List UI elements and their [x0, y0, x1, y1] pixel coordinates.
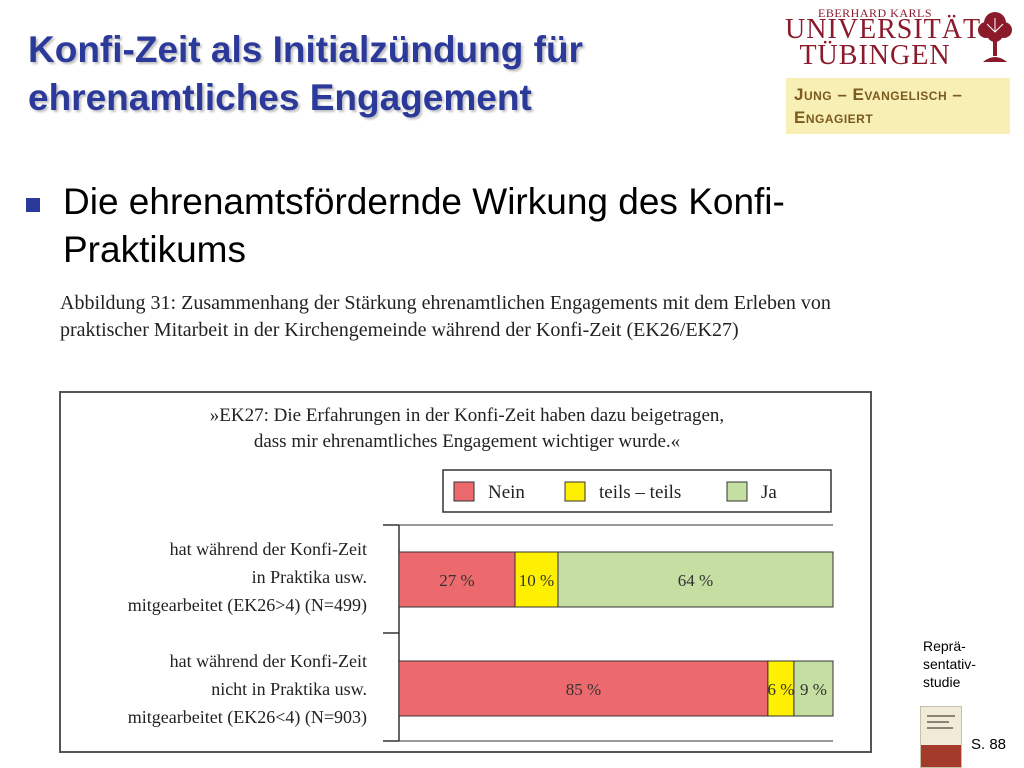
legend-swatch-2 — [726, 481, 748, 502]
chart-frame — [59, 391, 872, 753]
chart-legend: Nein teils – teils Ja — [442, 469, 832, 513]
category-label-1-2: mitgearbeitet (EK26<4) (N=903) — [128, 707, 367, 728]
legend-swatch-1 — [564, 481, 586, 502]
bullet-text: Die ehrenamtsfördernde Wirkung des Konfi… — [63, 181, 785, 270]
bar-0-2 — [557, 551, 834, 608]
bar-1-2 — [793, 660, 834, 717]
legend-label-1: teils – teils — [599, 482, 681, 503]
category-label-1-1: nicht in Praktika usw. — [211, 679, 367, 699]
bar-label-0-1: 10 % — [519, 571, 554, 590]
logo-line-eberhard-karls: EBERHARD KARLS — [817, 6, 932, 20]
university-tree-emblem-icon — [978, 12, 1012, 62]
legend-label-2: Ja — [761, 482, 777, 503]
project-tag-box: Jung – Evangelisch – Engagiert — [786, 78, 1010, 134]
bar-group: 27 % 10 % 64 % 85 % 6 % 9 % — [398, 551, 834, 717]
logo-line-universitaet: UNIVERSITÄT — [785, 14, 982, 45]
tag-line-1: Jung – Evangelisch – — [794, 85, 963, 104]
book-cover-thumbnail — [920, 706, 962, 768]
category-label-0-2: mitgearbeitet (EK26>4) (N=499) — [128, 595, 367, 616]
page-reference: S. 88 — [971, 736, 1007, 753]
chart-title-line-1: »EK27: Die Erfahrungen in der Konfi-Zeit… — [210, 405, 724, 426]
figure-caption: Abbildung 31: Zusammenhang der Stärkung … — [60, 292, 831, 341]
bar-label-1-2: 9 % — [800, 680, 827, 699]
legend-swatch-0 — [453, 481, 475, 502]
logo-line-tuebingen: TÜBINGEN — [799, 40, 951, 71]
bar-label-0-2: 64 % — [678, 571, 713, 590]
category-label-0-0: hat während der Konfi-Zeit — [170, 539, 367, 559]
bar-label-1-1: 6 % — [767, 680, 794, 699]
bar-0-1 — [514, 551, 559, 608]
legend-label-0: Nein — [488, 482, 525, 503]
category-labels: hat während der Konfi-Zeit in Praktika us… — [128, 539, 367, 728]
slide-title: Konfi-Zeit als Initialzündung für ehrena… — [28, 29, 583, 118]
bar-0-0 — [398, 551, 516, 608]
stacked-bar-chart: »EK27: Die Erfahrungen in der Konfi-Zeit… — [128, 405, 834, 742]
bar-label-0-0: 27 % — [439, 571, 474, 590]
category-label-1-0: hat während der Konfi-Zeit — [170, 651, 367, 671]
tag-line-2: Engagiert — [794, 108, 874, 127]
bullet-square-icon — [26, 198, 40, 212]
category-label-0-1: in Praktika usw. — [252, 567, 367, 587]
bar-label-1-0: 85 % — [566, 680, 601, 699]
study-note: Reprä-sentativ-studie — [923, 638, 976, 690]
chart-title-line-2: dass mir ehrenamtliches Engagement wicht… — [254, 431, 680, 452]
legend-box — [442, 469, 832, 513]
